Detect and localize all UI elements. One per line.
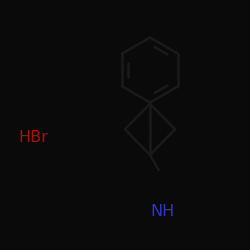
- Text: NH: NH: [150, 204, 174, 219]
- Text: HBr: HBr: [19, 130, 48, 145]
